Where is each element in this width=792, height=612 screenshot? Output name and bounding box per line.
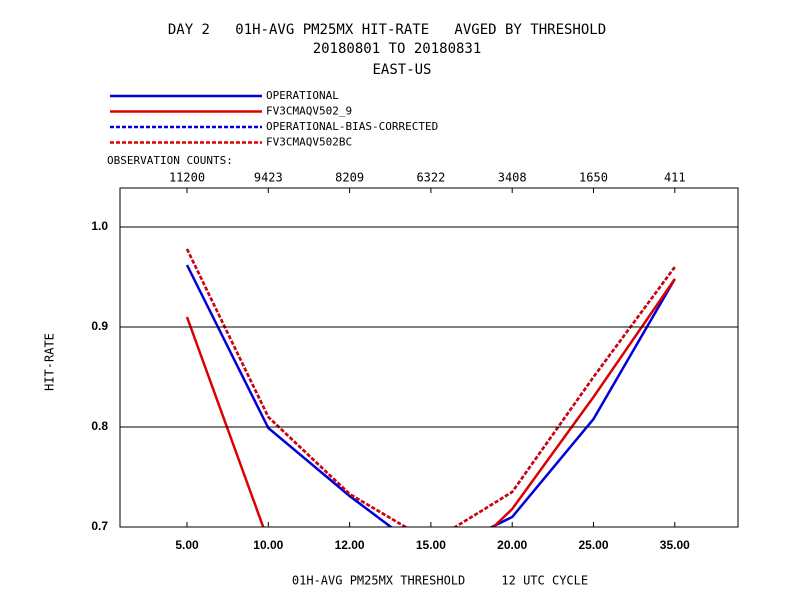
plot-lines — [185, 248, 676, 527]
x-tick-label: 25.00 — [578, 538, 608, 552]
y-tick-label: 0.7 — [91, 519, 108, 533]
x-tick-label: 5.00 — [175, 538, 199, 552]
x-tick-label: 20.00 — [497, 538, 527, 552]
x-tick-label: 15.00 — [416, 538, 446, 552]
region: EAST-US — [372, 62, 431, 78]
series-line — [185, 278, 676, 527]
y-tick-label: 1.0 — [91, 219, 108, 233]
series-line — [185, 248, 676, 527]
observation-count: 6322 — [416, 171, 445, 185]
counts-label: OBSERVATION COUNTS: — [107, 154, 233, 167]
observation-count: 11200 — [169, 171, 205, 185]
series-line — [185, 264, 676, 527]
y-tick-label: 0.8 — [91, 419, 108, 433]
observation-count: 9423 — [254, 171, 283, 185]
legend-label: FV3CMAQV502BC — [266, 136, 352, 149]
observation-count: 3408 — [498, 171, 527, 185]
x-tick-label: 35.00 — [660, 538, 690, 552]
legend-label: FV3CMAQV502_9 — [266, 105, 352, 118]
observation-count: 1650 — [579, 171, 608, 185]
x-tick-label: 12.00 — [335, 538, 365, 552]
y-tick-label: 0.9 — [91, 319, 108, 333]
observation-count: 8209 — [335, 171, 364, 185]
chart-subtitle: 20180801 TO 20180831 — [313, 41, 482, 57]
x-tick-label: 10.00 — [253, 538, 283, 552]
x-axis-label: 01H-AVG PM25MX THRESHOLD 12 UTC CYCLE — [292, 574, 588, 588]
observation-count: 411 — [664, 171, 686, 185]
series-line — [185, 248, 676, 527]
legend-label: OPERATIONAL — [266, 89, 339, 102]
plot-frame — [119, 187, 739, 528]
legend-label: OPERATIONAL-BIAS-CORRECTED — [266, 120, 438, 133]
chart-title: DAY 2 01H-AVG PM25MX HIT-RATE AVGED BY T… — [168, 22, 606, 38]
y-axis-label: HIT-RATE — [43, 333, 57, 391]
